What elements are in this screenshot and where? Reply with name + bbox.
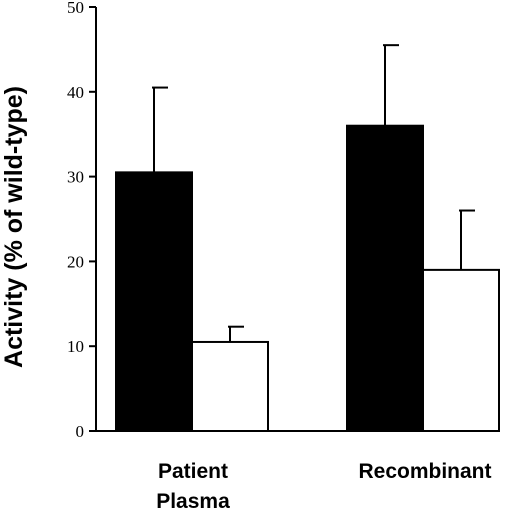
category-label: Patient (158, 460, 228, 483)
y-tick-label: 40 (67, 83, 84, 102)
category-label: Recombinant (358, 460, 491, 483)
y-axis-ticks: 0 10 20 30 40 50 (67, 0, 96, 441)
bar (191, 340, 269, 432)
category-labels: Patient Plasma Recombinant (156, 460, 491, 513)
y-tick-label: 10 (67, 337, 84, 356)
bars (115, 44, 500, 433)
y-tick-label: 20 (67, 252, 84, 271)
y-tick-label: 30 (67, 168, 84, 187)
bar (115, 171, 193, 433)
category-label: Plasma (156, 490, 230, 513)
y-axis-title: Activity (% of wild-type) (0, 86, 28, 368)
bar (346, 124, 424, 432)
bar (422, 268, 500, 432)
y-tick-label: 50 (67, 0, 84, 17)
y-tick-label: 0 (76, 422, 85, 441)
